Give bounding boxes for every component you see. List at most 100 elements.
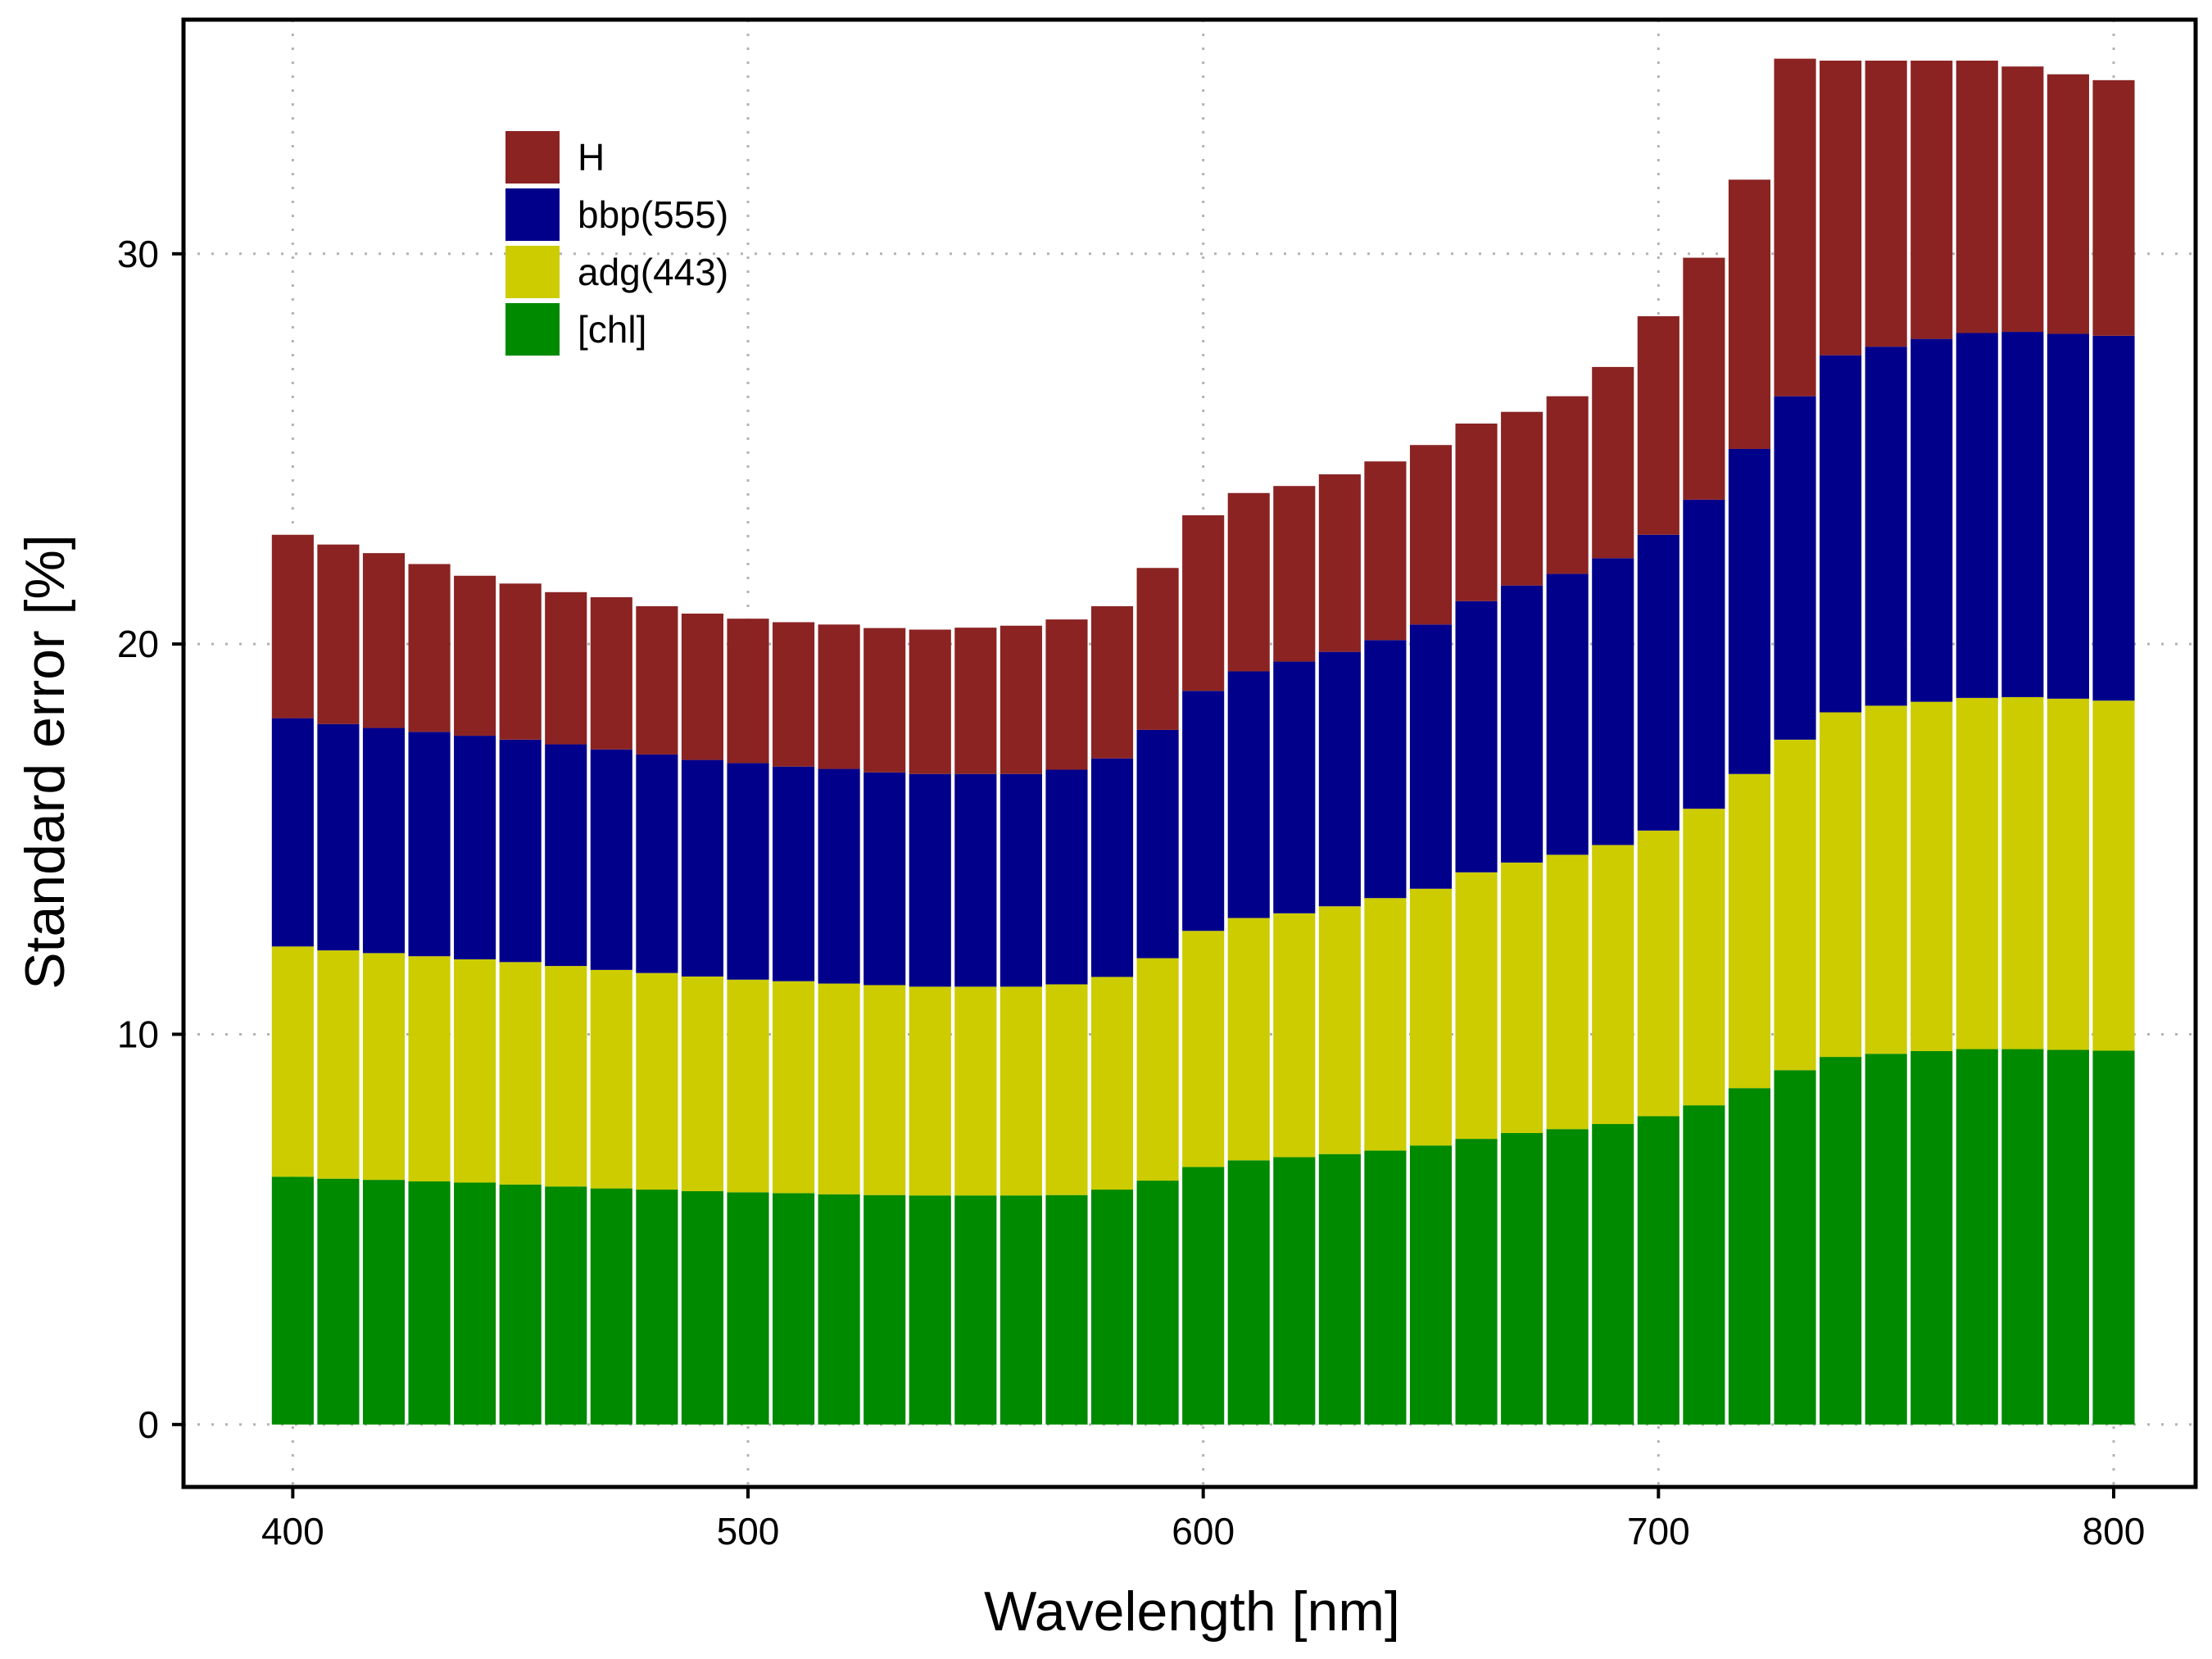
bar-segment [1364,898,1407,1151]
bar-segment [408,1181,451,1425]
bar-segment [1090,605,1134,759]
bar-segment [681,613,724,760]
bar-segment [2001,1049,2044,1425]
bar-segment [1409,888,1453,1146]
bar-segment [1227,1160,1270,1425]
bar-segment [773,766,815,981]
bar-segment [499,583,542,740]
bar-segment [954,986,997,1196]
bar-segment [1683,499,1725,809]
bar-segment [954,1195,997,1425]
bar-segment [271,1176,314,1425]
bar-segment [1546,573,1589,855]
bar-segment [1820,355,1862,713]
bar-segment [545,592,587,745]
bar-segment [1136,1181,1179,1425]
bar-segment [408,564,451,732]
bar-segment [1227,492,1270,672]
legend-label: adg(443) [578,251,728,293]
bar-segment [362,953,406,1181]
bar-segment [1728,448,1771,774]
bar-segment [636,605,678,755]
bar-segment [362,553,406,728]
bar-segment [454,736,496,960]
legend-label: [chl] [578,308,646,351]
bar-segment [317,544,360,724]
bar-segment [863,1194,906,1425]
bar-segment [727,979,769,1193]
bar-segment [499,1184,542,1425]
bar-segment [1956,697,1998,1049]
bar-segment [1911,338,1953,702]
bar-segment [681,759,724,977]
bar-segment [2092,700,2135,1051]
bar-segment [636,972,678,1190]
bar-segment [1774,1070,1816,1425]
bar-segment [1318,1154,1361,1425]
bar-segment [818,768,860,984]
y-tick-label: 10 [117,1013,159,1055]
bar-segment [1546,396,1589,574]
y-axis-label: Standard error [%] [14,534,76,990]
bar-segment [773,622,815,767]
bar-segment [1455,601,1498,873]
x-tick-label: 700 [1627,1510,1690,1552]
bar-segment [499,962,542,1185]
bar-segment [1182,1167,1225,1425]
bar-segment [727,619,769,764]
bar-segment [863,628,906,773]
bar-segment [590,749,632,970]
bar-segment [454,1182,496,1425]
bar-segment [1911,701,1953,1051]
bar-segment [590,1188,632,1425]
bar-segment [727,1192,769,1425]
bar-segment [636,1190,678,1425]
bar-segment [1637,1116,1679,1425]
bar-segment [590,596,632,750]
bar-segment [1045,1194,1088,1425]
bar-segment [909,629,951,774]
bar-segment [2092,335,2135,701]
bar-segment [408,956,451,1182]
bar-segment [1273,913,1316,1158]
bar-segment [1090,1190,1134,1425]
bar-segment [271,718,314,947]
legend-swatch [505,131,560,184]
bar-segment [1090,977,1134,1190]
bar-segment [1455,1139,1498,1425]
bar-segment [1455,424,1498,601]
bar-segment [954,628,997,774]
bar-segment [1956,333,1998,698]
bar-segment [545,744,587,967]
bar-segment [1364,640,1407,899]
bar-segment [362,728,406,954]
bar-segment [999,1195,1042,1425]
bar-segment [1592,558,1634,845]
bar-segment [773,1193,815,1425]
x-tick-label: 600 [1172,1510,1235,1552]
bar-segment [271,946,314,1177]
bar-segment [909,986,951,1196]
bar-segment [1364,1150,1407,1425]
bar-segment [1637,316,1679,535]
bar-segment [2001,66,2044,333]
bar-segment [2047,698,2089,1050]
bar-segment [2001,332,2044,697]
bar-segment [1592,845,1634,1125]
bar-segment [1774,739,1816,1071]
y-tick-label: 0 [138,1403,159,1446]
bar-segment [1136,958,1179,1181]
bar-segment [681,976,724,1191]
bar-segment [1318,651,1361,907]
bar-segment [1956,1049,1998,1425]
bar-segment [545,1186,587,1425]
bar-segment [1136,729,1179,959]
bar-segment [499,739,542,963]
bar-segment [1409,445,1453,625]
bar-segment [863,772,906,986]
bar-segment [1774,396,1816,740]
bar-segment [1637,534,1679,831]
bar-segment [1182,931,1225,1167]
bar-segment [1865,61,1907,347]
bar-segment [1820,712,1862,1058]
